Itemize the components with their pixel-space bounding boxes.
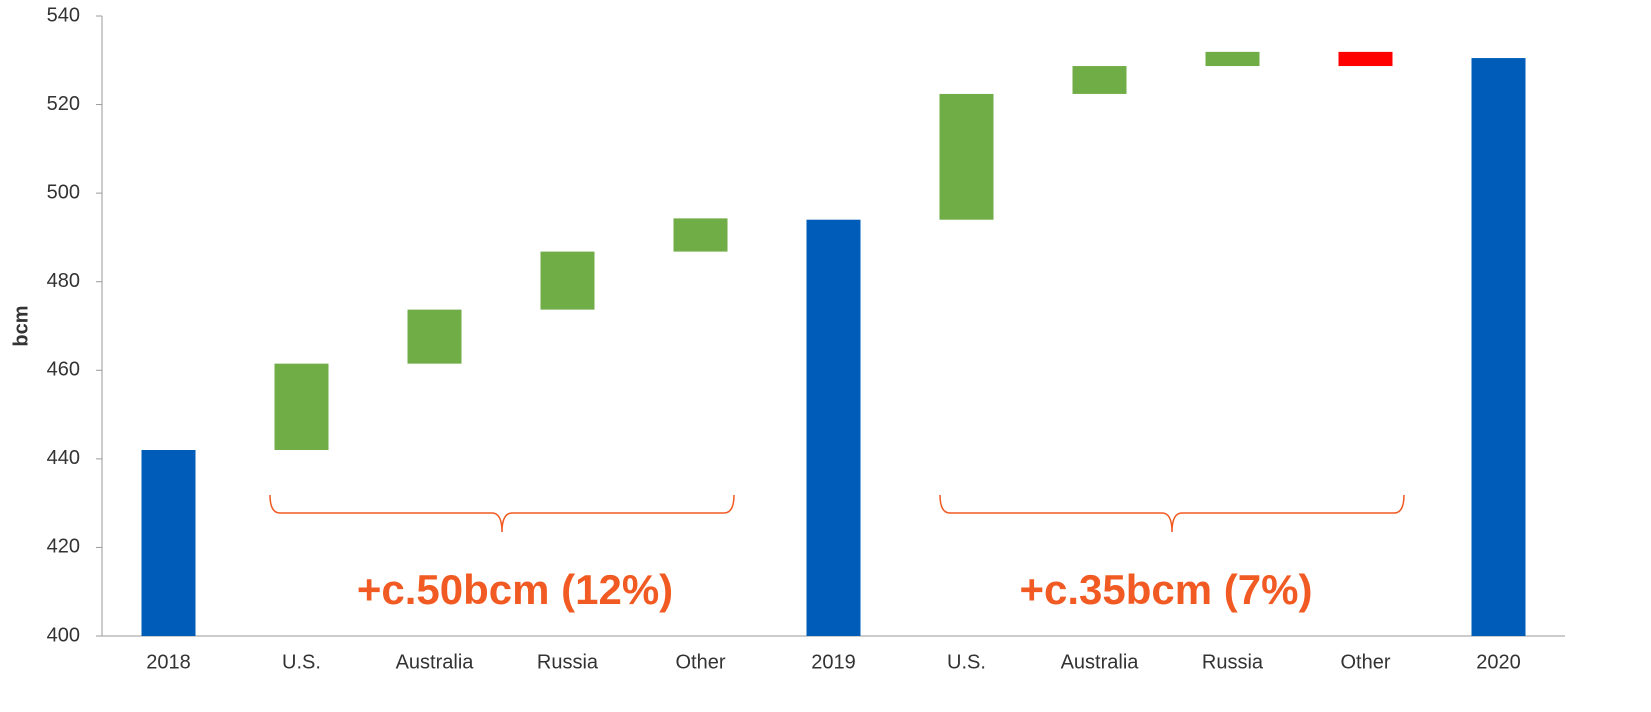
brace	[269, 494, 735, 533]
bar	[141, 450, 196, 636]
y-tick-label: 540	[47, 4, 80, 26]
x-tick-label: U.S.	[282, 651, 321, 673]
x-tick-label: 2020	[1476, 651, 1521, 673]
bar	[274, 363, 329, 450]
y-tick-label: 460	[47, 359, 80, 381]
y-tick-label: 520	[47, 93, 80, 115]
brace	[939, 494, 1405, 533]
bar	[673, 218, 728, 252]
bar	[1471, 58, 1526, 637]
bar	[1072, 66, 1127, 94]
y-tick-label: 400	[47, 624, 80, 646]
y-tick-label: 480	[47, 270, 80, 292]
bar	[806, 219, 861, 636]
x-tick-label: Australia	[396, 651, 475, 673]
x-tick-label: Russia	[537, 651, 599, 673]
x-tick-label: Other	[675, 651, 725, 673]
x-tick-label: Australia	[1061, 651, 1140, 673]
bar	[407, 309, 462, 364]
bar	[540, 251, 595, 310]
y-tick-label: 440	[47, 447, 80, 469]
y-tick-label: 500	[47, 181, 80, 203]
x-tick-label: Russia	[1202, 651, 1264, 673]
x-tick-label: U.S.	[947, 651, 986, 673]
y-tick-label: 420	[47, 536, 80, 558]
annotation: +c.50bcm (12%)	[357, 566, 673, 613]
annotation: +c.35bcm (7%)	[1020, 566, 1313, 613]
x-tick-label: Other	[1340, 651, 1390, 673]
y-axis-label: bcm	[10, 305, 32, 346]
x-tick-label: 2018	[146, 651, 191, 673]
bar	[1205, 51, 1260, 67]
bar	[1338, 51, 1393, 67]
bar	[939, 93, 994, 220]
x-tick-label: 2019	[811, 651, 856, 673]
